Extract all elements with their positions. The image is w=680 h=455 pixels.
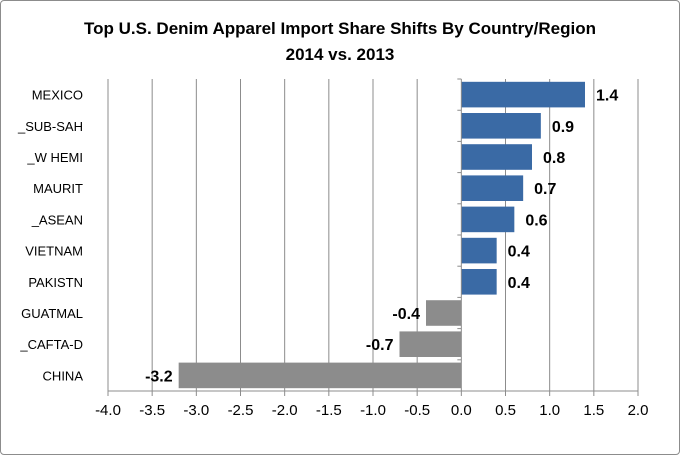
x-tick-label: -3.5	[139, 402, 165, 419]
bar	[178, 362, 462, 389]
chart-title-line-2: 2014 vs. 2013	[286, 45, 395, 64]
category-label: MAURIT	[33, 181, 83, 196]
x-tick-label: -1.5	[316, 402, 342, 419]
data-label: 0.7	[534, 181, 556, 198]
bars	[178, 81, 585, 389]
bar	[426, 300, 462, 326]
x-tick-label: -3.0	[183, 402, 209, 419]
category-label: _ASEAN	[31, 212, 83, 227]
data-label: 0.4	[508, 275, 530, 292]
data-label: 0.4	[508, 244, 530, 261]
bar	[461, 206, 515, 233]
data-label: 1.4	[596, 88, 618, 105]
category-label: _SUB-SAH	[17, 119, 83, 134]
category-label: PAKISTN	[28, 275, 83, 290]
category-label: GUATMAL	[21, 306, 83, 321]
category-label: CHINA	[43, 368, 84, 383]
x-tick-label: 0.0	[451, 402, 472, 419]
category-label: MEXICO	[32, 88, 83, 103]
x-tick-label: 1.0	[539, 402, 560, 419]
x-tick-label: -1.0	[360, 402, 386, 419]
data-label: -0.7	[366, 337, 394, 354]
x-tick-label: 0.5	[495, 402, 516, 419]
x-tick-label: -2.5	[228, 402, 254, 419]
chart-title-line-1: Top U.S. Denim Apparel Import Share Shif…	[84, 19, 596, 38]
bar	[399, 331, 462, 357]
category-label: VIETNAM	[25, 244, 83, 259]
x-tick-label: -0.5	[404, 402, 430, 419]
data-label: 0.8	[543, 150, 565, 167]
category-label: _W HEMI	[26, 150, 83, 165]
x-tick-label: -2.0	[272, 402, 298, 419]
bar	[461, 81, 585, 108]
x-tick-label: 1.5	[583, 402, 604, 419]
labels: -4.0 -3.5 -3.0 -2.5 -2.0 -1.5 -1.0 -0.5 0.0 0.5 1.…	[17, 88, 648, 419]
x-tick-label: 2.0	[628, 402, 649, 419]
data-label: 0.6	[525, 212, 547, 229]
data-label: -3.2	[145, 368, 173, 385]
axes	[107, 78, 639, 396]
gridlines	[107, 79, 639, 391]
bar	[461, 113, 541, 139]
bar	[461, 269, 497, 295]
data-label: 0.9	[552, 119, 574, 136]
bar	[461, 144, 532, 170]
bar	[461, 175, 524, 201]
category-label: _CAFTA-D	[19, 337, 83, 352]
x-tick-label: -4.0	[95, 402, 121, 419]
bar	[461, 237, 497, 264]
data-label: -0.4	[392, 306, 420, 323]
